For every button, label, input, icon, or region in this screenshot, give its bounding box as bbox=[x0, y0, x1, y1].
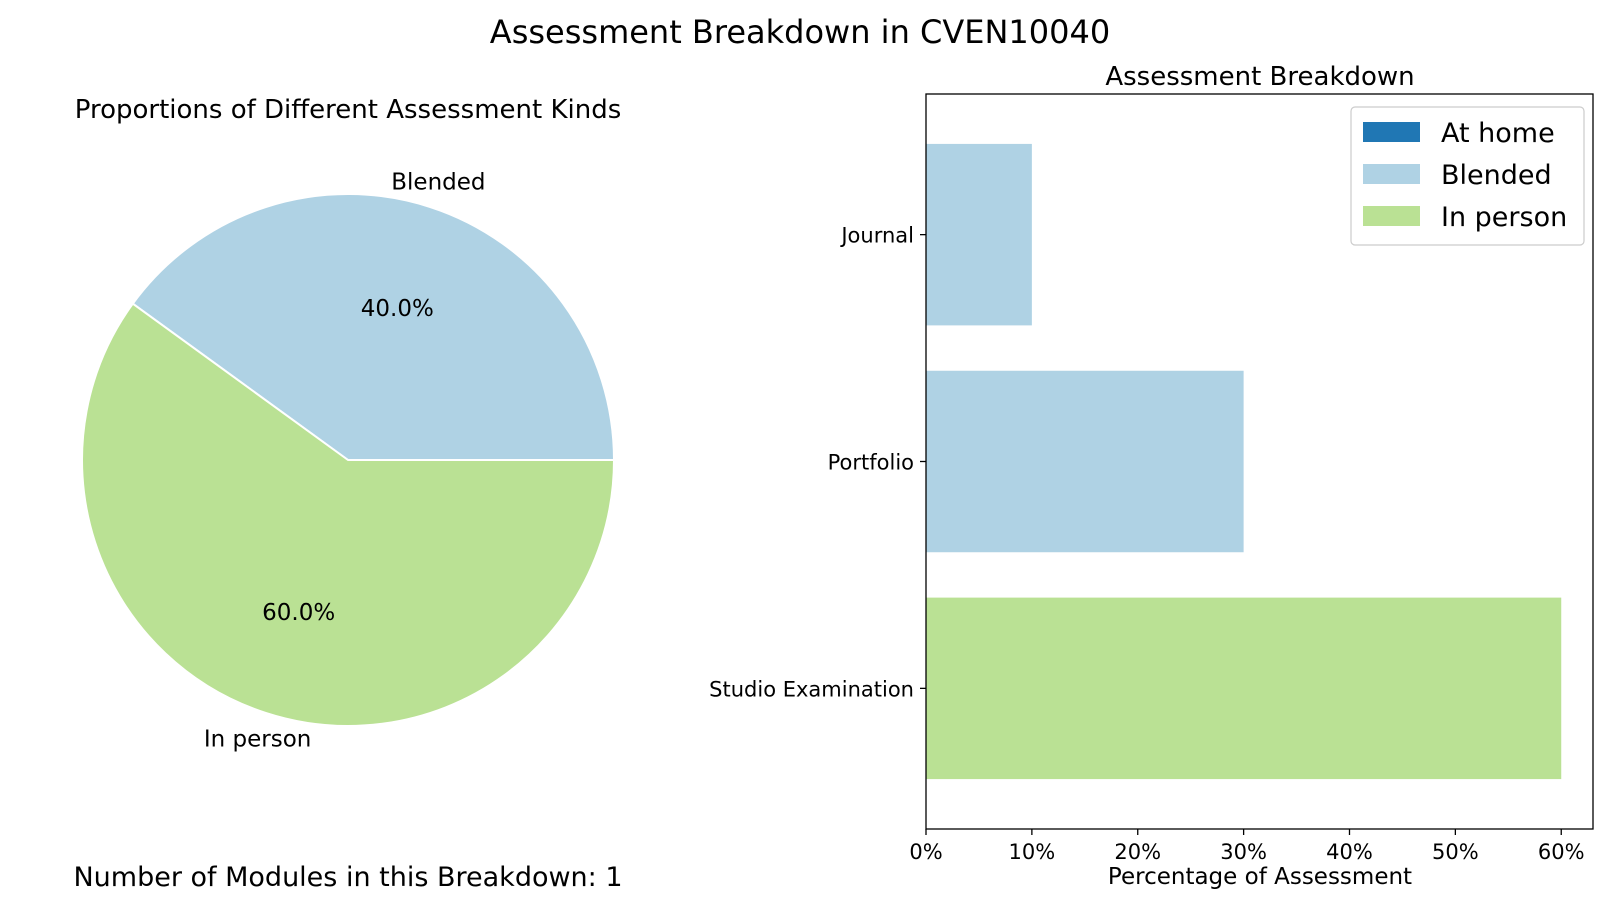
pie-pct-label-1: 60.0% bbox=[262, 600, 335, 626]
x-axis-label: Percentage of Assessment bbox=[1108, 864, 1412, 890]
bar-2 bbox=[926, 597, 1562, 780]
pie-slice-1 bbox=[81, 302, 616, 727]
bars bbox=[926, 143, 1562, 780]
bar-1 bbox=[926, 370, 1244, 553]
legend-label-2: In person bbox=[1441, 202, 1567, 233]
x-tick-label-1: 10% bbox=[1009, 840, 1056, 864]
legend-swatch-2 bbox=[1363, 206, 1420, 226]
pie-pct-label-0: 40.0% bbox=[361, 296, 434, 322]
x-tick-label-3: 30% bbox=[1220, 840, 1267, 864]
x-tick-label-0: 0% bbox=[909, 840, 942, 864]
figure-title: Assessment Breakdown in CVEN10040 bbox=[490, 13, 1110, 51]
x-tick-label-4: 40% bbox=[1326, 840, 1373, 864]
pie-slices bbox=[81, 193, 616, 727]
x-tick-label-6: 60% bbox=[1538, 840, 1585, 864]
legend[interactable]: At home Blended In person bbox=[1350, 106, 1585, 246]
x-axis: 0% 10% 20% 30% 40% 50% 60% bbox=[909, 829, 1585, 864]
legend-swatch-1 bbox=[1363, 164, 1420, 184]
pie-slice-0 bbox=[131, 193, 616, 461]
pie-chart: Proportions of Different Assessment Kind… bbox=[75, 95, 622, 752]
x-tick-label-5: 50% bbox=[1432, 840, 1479, 864]
legend-label-0: At home bbox=[1441, 118, 1555, 149]
bar-title: Assessment Breakdown bbox=[1105, 62, 1414, 92]
x-tick-label-2: 20% bbox=[1114, 840, 1161, 864]
bar-chart: Assessment Breakdown Journal Portfolio Stu… bbox=[709, 62, 1594, 890]
pie-label-0: Blended bbox=[391, 170, 485, 196]
y-tick-label-1: Portfolio bbox=[828, 451, 914, 475]
module-count-footer: Number of Modules in this Breakdown: 1 bbox=[73, 862, 622, 893]
bar-0 bbox=[926, 143, 1032, 326]
y-tick-label-2: Studio Examination bbox=[709, 677, 914, 701]
pie-label-1: In person bbox=[204, 726, 312, 752]
pie-labels: Blended 40.0% In person 60.0% bbox=[204, 170, 486, 753]
pie-title: Proportions of Different Assessment Kind… bbox=[75, 95, 622, 125]
y-axis: Journal Portfolio Studio Examination bbox=[709, 224, 926, 701]
legend-label-1: Blended bbox=[1441, 160, 1552, 191]
legend-swatch-0 bbox=[1363, 122, 1420, 142]
y-tick-label-0: Journal bbox=[839, 224, 914, 248]
